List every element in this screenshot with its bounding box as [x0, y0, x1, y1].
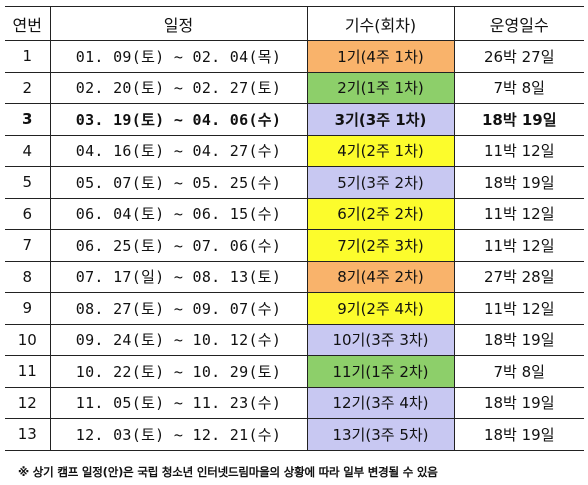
row-generation: 12기(3주 4차): [306, 386, 455, 419]
row-schedule: 10. 22(토) ~ 10. 29(토): [49, 355, 308, 388]
row-number: 12: [5, 386, 51, 419]
row-operating-days: 18박 19일: [453, 103, 584, 136]
row-operating-days: 11박 12일: [453, 292, 584, 325]
row-number: 2: [5, 71, 51, 104]
table-row: 3 03. 19(토) ~ 04. 06(수) 3기(3주 1차) 18박 19일: [5, 103, 584, 136]
row-generation: 8기(4주 2차): [306, 260, 455, 293]
row-number: 7: [5, 229, 51, 262]
row-generation: 6기(2주 2차): [306, 197, 455, 230]
table-row: 4 04. 16(토) ~ 04. 27(수) 4기(2주 1차) 11박 12일: [5, 134, 584, 167]
row-number: 3: [5, 103, 51, 136]
row-number: 10: [5, 323, 51, 356]
header-no: 연번: [5, 6, 51, 41]
row-schedule: 06. 25(토) ~ 07. 06(수): [49, 229, 308, 262]
schedule-table: 연번 일정 기수(회차) 운영일수 1 01. 09(토) ~ 02. 04(목)…: [5, 6, 584, 451]
row-operating-days: 11박 12일: [453, 197, 584, 230]
table-row: 5 05. 07(토) ~ 05. 25(수) 5기(3주 2차) 18박 19일: [5, 166, 584, 199]
row-operating-days: 7박 8일: [453, 71, 584, 104]
row-generation: 11기(1주 2차): [306, 355, 455, 388]
row-number: 8: [5, 260, 51, 293]
row-number: 9: [5, 292, 51, 325]
table-row: 12 11. 05(토) ~ 11. 23(수) 12기(3주 4차) 18박 19일: [5, 386, 584, 419]
row-schedule: 09. 24(토) ~ 10. 12(수): [49, 323, 308, 356]
header-generation: 기수(회차): [306, 6, 455, 41]
row-number: 13: [5, 418, 51, 451]
row-schedule: 07. 17(일) ~ 08. 13(토): [49, 260, 308, 293]
row-generation: 2기(1주 1차): [306, 71, 455, 104]
row-number: 6: [5, 197, 51, 230]
row-operating-days: 18박 19일: [453, 386, 584, 419]
row-schedule: 08. 27(토) ~ 09. 07(수): [49, 292, 308, 325]
table-row: 6 06. 04(토) ~ 06. 15(수) 6기(2주 2차) 11박 12일: [5, 197, 584, 230]
row-operating-days: 18박 19일: [453, 166, 584, 199]
row-generation: 5기(3주 2차): [306, 166, 455, 199]
table-row: 9 08. 27(토) ~ 09. 07(수) 9기(2주 4차) 11박 12일: [5, 292, 584, 325]
row-schedule: 03. 19(토) ~ 04. 06(수): [49, 103, 308, 136]
table-row: 1 01. 09(토) ~ 02. 04(목) 1기(4주 1차) 26박 27일: [5, 40, 584, 73]
row-generation: 13기(3주 5차): [306, 418, 455, 451]
row-schedule: 12. 03(토) ~ 12. 21(수): [49, 418, 308, 451]
row-generation: 3기(3주 1차): [306, 103, 455, 136]
table-row: 7 06. 25(토) ~ 07. 06(수) 7기(2주 3차) 11박 12일: [5, 229, 584, 262]
row-schedule: 05. 07(토) ~ 05. 25(수): [49, 166, 308, 199]
row-schedule: 11. 05(토) ~ 11. 23(수): [49, 386, 308, 419]
footnote: ※ 상기 캠프 일정(안)은 국립 청소년 인터넷드림마을의 상황에 따라 일부…: [18, 465, 438, 479]
schedule-body: 1 01. 09(토) ~ 02. 04(목) 1기(4주 1차) 26박 27일 2 0…: [5, 40, 584, 451]
row-number: 4: [5, 134, 51, 167]
row-generation: 1기(4주 1차): [306, 40, 455, 73]
table-row: 11 10. 22(토) ~ 10. 29(토) 11기(1주 2차) 7박 8일: [5, 355, 584, 388]
row-schedule: 02. 20(토) ~ 02. 27(토): [49, 71, 308, 104]
row-operating-days: 26박 27일: [453, 40, 584, 73]
row-generation: 7기(2주 3차): [306, 229, 455, 262]
row-operating-days: 18박 19일: [453, 323, 584, 356]
row-operating-days: 7박 8일: [453, 355, 584, 388]
row-generation: 10기(3주 3차): [306, 323, 455, 356]
table-row: 10 09. 24(토) ~ 10. 12(수) 10기(3주 3차) 18박 19일: [5, 323, 584, 356]
row-operating-days: 27박 28일: [453, 260, 584, 293]
row-generation: 9기(2주 4차): [306, 292, 455, 325]
header-operating-days: 운영일수: [453, 6, 584, 41]
table-row: 2 02. 20(토) ~ 02. 27(토) 2기(1주 1차) 7박 8일: [5, 71, 584, 104]
row-number: 1: [5, 40, 51, 73]
row-operating-days: 11박 12일: [453, 134, 584, 167]
row-number: 5: [5, 166, 51, 199]
header-row: 연번 일정 기수(회차) 운영일수: [5, 6, 584, 41]
row-schedule: 04. 16(토) ~ 04. 27(수): [49, 134, 308, 167]
table-row: 8 07. 17(일) ~ 08. 13(토) 8기(4주 2차) 27박 28일: [5, 260, 584, 293]
row-schedule: 01. 09(토) ~ 02. 04(목): [49, 40, 308, 73]
row-number: 11: [5, 355, 51, 388]
header-schedule: 일정: [49, 6, 308, 41]
row-operating-days: 18박 19일: [453, 418, 584, 451]
row-generation: 4기(2주 1차): [306, 134, 455, 167]
row-schedule: 06. 04(토) ~ 06. 15(수): [49, 197, 308, 230]
row-operating-days: 11박 12일: [453, 229, 584, 262]
table-row: 13 12. 03(토) ~ 12. 21(수) 13기(3주 5차) 18박 19일: [5, 418, 584, 451]
